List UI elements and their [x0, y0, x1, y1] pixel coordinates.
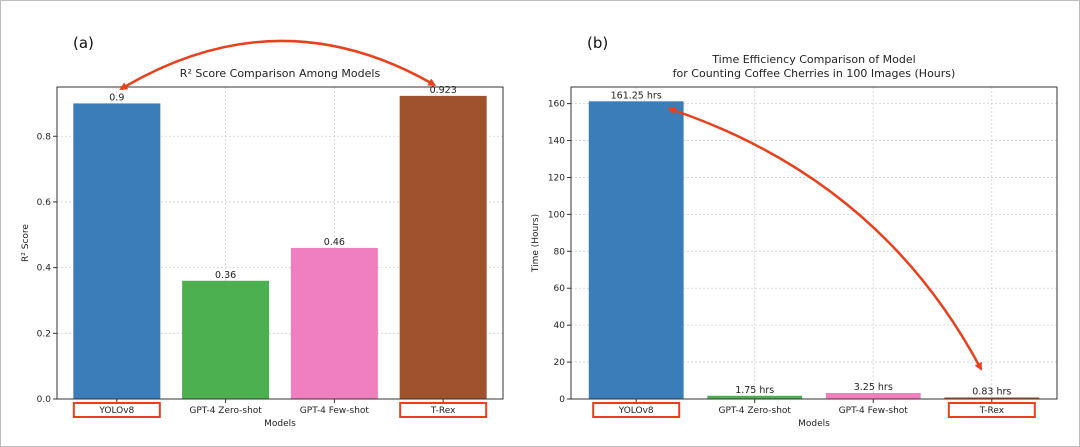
chart-b-title-line-2: for Counting Coffee Cherries in 100 Imag…: [673, 67, 956, 80]
y-tick-label: 40: [554, 321, 566, 331]
data-label: 0.36: [215, 270, 236, 281]
x-tick-label: GPT-4 Few-shot: [839, 406, 909, 416]
x-tick-label: T-Rex: [430, 406, 456, 416]
chart-b-x-ticks: YOLOv8 GPT-4 Zero-shot GPT-4 Few-shot T-Rex: [592, 399, 1036, 418]
chart-a-data-labels: 0.9 0.36 0.46 0.923: [109, 85, 456, 281]
y-tick-label: 0.4: [37, 264, 52, 274]
chart-b-title-line-1: Time Efficiency Comparison of Model: [711, 53, 915, 66]
highlight-box: [399, 402, 488, 418]
x-tick-label: GPT-4 Zero-shot: [718, 406, 791, 416]
data-label: 3.25 hrs: [854, 382, 893, 393]
x-tick-label: GPT-4 Few-shot: [300, 406, 370, 416]
bar-gpt-4-few-shot: [290, 247, 378, 399]
chart-b-data-labels: 161.25 hrs 1.75 hrs 3.25 hrs 0.83 hrs: [611, 90, 1012, 397]
bar-yolov8: [588, 101, 684, 400]
chart-b-axes-frame: [570, 86, 1058, 400]
data-label: 0.46: [324, 237, 345, 248]
y-tick-label: 60: [554, 284, 566, 294]
chart-a-title: R² Score Comparison Among Models: [180, 67, 381, 80]
bar-yolov8: [73, 103, 161, 399]
highlight-box: [72, 402, 161, 418]
data-label: 0.9: [109, 92, 124, 103]
chart-b-comparison-arrow: [667, 106, 983, 371]
chart-a-comparison-arrow: [119, 39, 437, 91]
y-tick-label: 0.6: [37, 198, 52, 208]
y-tick-label: 80: [554, 247, 566, 257]
data-label: 1.75 hrs: [735, 385, 774, 396]
chart-a: (a) R² Score Comparison Among Models 0.0…: [21, 34, 504, 429]
panel-label-b: (b): [587, 34, 608, 52]
bar-t-rex: [944, 397, 1040, 399]
x-tick-label: GPT-4 Zero-shot: [189, 406, 262, 416]
chart-a-x-ticks: YOLOv8 GPT-4 Zero-shot GPT-4 Few-shot T-Rex: [72, 399, 488, 418]
data-label: 0.83 hrs: [972, 386, 1011, 397]
panel-label-a: (a): [73, 34, 94, 52]
chart-a-y-axis-label: R² Score: [21, 224, 31, 262]
y-tick-label: 0: [559, 395, 565, 405]
y-tick-label: 160: [548, 100, 565, 110]
y-tick-label: 0.2: [37, 329, 51, 339]
chart-a-y-ticks: 0.0 0.2 0.4 0.6 0.8: [37, 132, 57, 405]
chart-b-y-axis-label: Time (Hours): [531, 214, 541, 273]
highlight-box: [592, 402, 681, 418]
bar-gpt-4-few-shot: [825, 393, 921, 399]
data-label: 0.923: [430, 85, 457, 96]
bar-gpt-4-zero-shot: [707, 395, 803, 399]
y-tick-label: 100: [548, 210, 565, 220]
y-tick-label: 120: [548, 173, 565, 183]
x-tick-label: T-Rex: [979, 406, 1005, 416]
highlight-box: [947, 402, 1036, 418]
x-tick-label: YOLOv8: [98, 406, 134, 416]
bar-gpt-4-zero-shot: [182, 280, 270, 399]
y-tick-label: 140: [548, 137, 565, 147]
chart-b-x-axis-label: Models: [798, 419, 830, 429]
y-tick-label: 0.0: [37, 395, 52, 405]
x-tick-label: YOLOv8: [618, 406, 654, 416]
chart-b-y-ticks: 0 20 40 60 80 100 120 140 160: [548, 100, 571, 405]
chart-a-bars: [73, 95, 487, 399]
data-label: 161.25 hrs: [611, 90, 662, 101]
bar-t-rex: [399, 95, 487, 399]
chart-b: (b) Time Efficiency Comparison of Model …: [531, 34, 1058, 429]
y-tick-label: 0.8: [37, 132, 52, 142]
y-tick-label: 20: [554, 358, 566, 368]
chart-a-x-axis-label: Models: [264, 419, 296, 429]
